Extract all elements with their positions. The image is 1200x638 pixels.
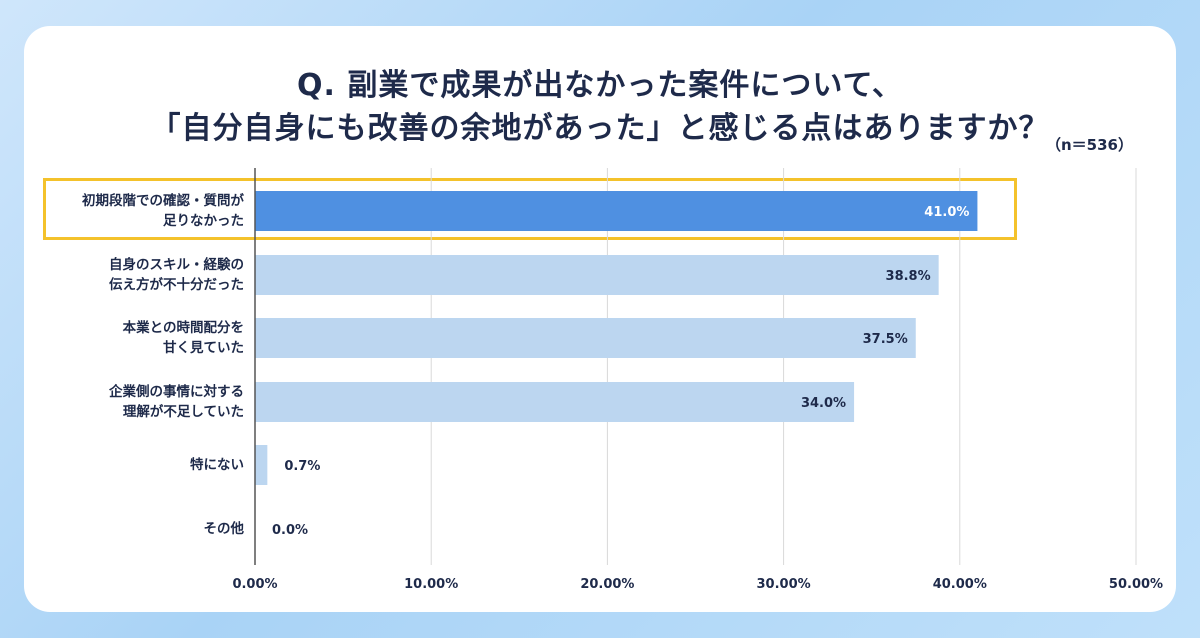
category-label: 特にない — [24, 455, 244, 475]
category-label: 企業側の事情に対する理解が不足していた — [24, 382, 244, 422]
category-label-line: 理解が不足していた — [122, 404, 244, 420]
x-tick-label: 20.00% — [580, 577, 634, 592]
category-label: 本業との時間配分を甘く見ていた — [24, 318, 244, 358]
bar — [255, 382, 855, 422]
x-tick-label: 10.00% — [404, 577, 458, 592]
category-label-line: 初期段階での確認・質問が — [82, 193, 244, 209]
data-label: 0.0% — [272, 523, 308, 538]
category-label-line: 特にない — [190, 457, 244, 473]
x-tick-label: 0.00% — [232, 577, 277, 592]
chart-title-line-2: 「自分自身にも改善の余地があった」と感じる点はありますか？ — [150, 111, 1050, 146]
category-label-line: 企業側の事情に対する — [109, 384, 244, 400]
bar — [255, 255, 939, 295]
category-label-line: 自身のスキル・経験の — [109, 257, 244, 273]
bar — [255, 445, 268, 485]
highlight-box — [43, 178, 1017, 240]
data-label: 41.0% — [924, 205, 969, 220]
category-label: 初期段階での確認・質問が足りなかった — [24, 191, 244, 231]
category-label-line: 本業との時間配分を — [122, 320, 244, 336]
data-label: 38.8% — [886, 269, 931, 284]
category-label-line: 伝え方が不十分だった — [109, 277, 244, 293]
sample-size-note: （n＝536） — [1046, 136, 1133, 154]
chart-title-line-1: Q. 副業で成果が出なかった案件について、 — [297, 68, 903, 103]
bar — [255, 191, 978, 231]
x-tick-label: 40.00% — [933, 577, 987, 592]
data-label: 0.7% — [284, 459, 320, 474]
category-label-line: 甘く見ていた — [163, 340, 244, 356]
category-label-line: 足りなかった — [163, 213, 244, 229]
category-label: その他 — [24, 519, 245, 539]
x-tick-label: 50.00% — [1109, 577, 1163, 592]
data-label: 37.5% — [863, 332, 908, 347]
category-label: 自身のスキル・経験の 伝え方が不十分だった — [24, 255, 244, 295]
data-label: 34.0% — [801, 396, 846, 411]
x-tick-label: 30.00% — [757, 577, 811, 592]
category-label-line: その他 — [203, 521, 245, 537]
bar — [255, 318, 916, 358]
